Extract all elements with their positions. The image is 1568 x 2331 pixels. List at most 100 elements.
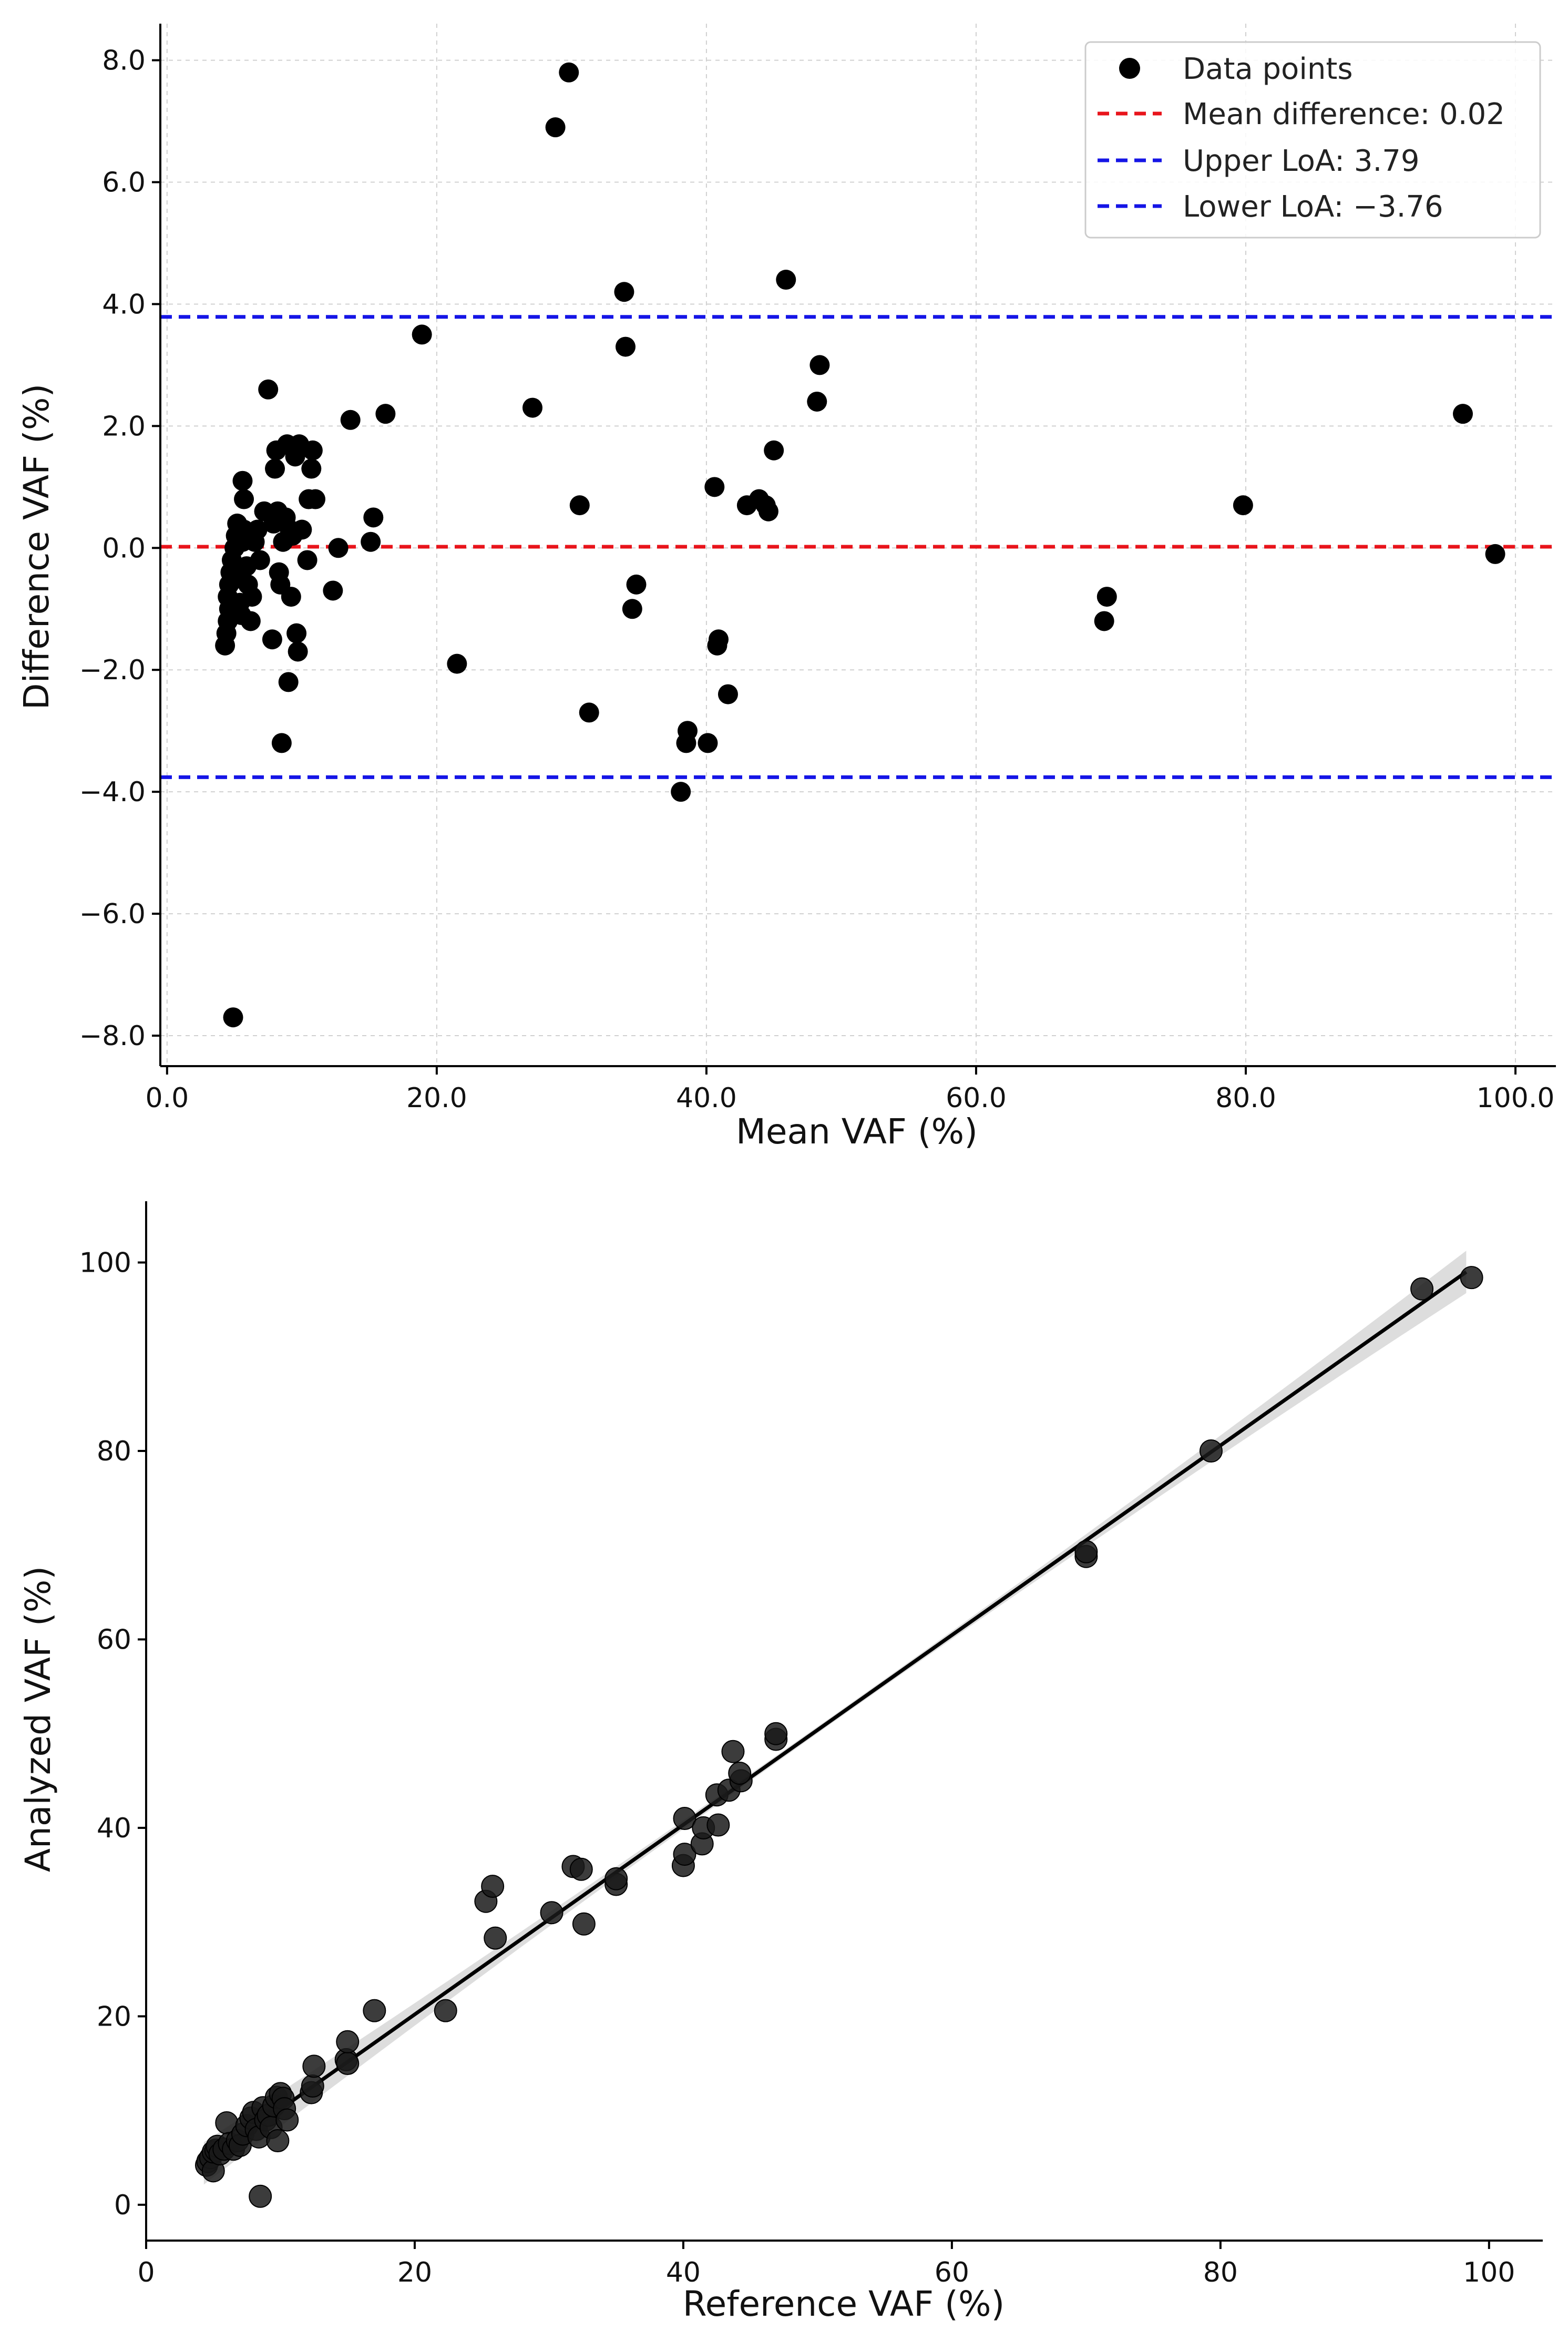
top-data-point (247, 519, 268, 540)
bottom-data-point (301, 2074, 324, 2098)
top-y-tick-label: 0.0 (102, 533, 146, 564)
top-data-point (559, 62, 579, 83)
bottom-data-point (363, 1999, 386, 2022)
top-data-point (579, 702, 599, 723)
top-data-point (1485, 544, 1505, 564)
legend-frame (1084, 41, 1541, 239)
bottom-y-tick-label: 0 (114, 2190, 131, 2221)
bottom-data-point (249, 2184, 272, 2208)
bottom-y-tick-label: 40 (97, 1813, 131, 1844)
top-data-point (1096, 587, 1117, 607)
top-y-ticks: −8.0 −6.0 −4.0 −2.0 0.0 2.0 4.0 6.0 8.0 (79, 45, 160, 1052)
top-data-point (323, 580, 343, 601)
top-data-point (375, 404, 396, 424)
top-data-point (522, 397, 542, 418)
bottom-y-tick-label: 20 (97, 2001, 131, 2032)
top-data-point (1233, 495, 1253, 516)
bottom-y-tick-label: 60 (97, 1624, 131, 1655)
top-data-point (698, 733, 718, 753)
bottom-data-point (1410, 1277, 1434, 1301)
top-data-point (616, 336, 636, 357)
top-data-point (447, 653, 467, 674)
correlation-plot: 0 20 40 60 80 100 0 20 40 60 80 100 Reference VAF … (18, 1201, 1543, 2324)
legend-label-mean-difference: Mean difference: 0.02 (1183, 97, 1505, 131)
top-y-tick-label: 2.0 (102, 411, 146, 442)
bottom-data-point (1460, 1266, 1483, 1290)
top-data-point (1094, 611, 1114, 631)
top-x-tick-label: 60.0 (946, 1082, 1007, 1114)
bottom-x-tick-label: 0 (137, 2257, 155, 2288)
top-data-point (223, 1007, 243, 1028)
bottom-x-ticks: 0 20 40 60 80 100 (137, 2241, 1515, 2288)
top-data-point (328, 538, 349, 558)
top-data-point (622, 599, 642, 619)
top-data-point (271, 733, 292, 753)
bottom-data-point (604, 1867, 628, 1890)
bottom-y-axis-title: Analyzed VAF (%) (18, 1566, 58, 1872)
top-x-tick-label: 0.0 (145, 1082, 189, 1114)
bottom-data-point (481, 1875, 505, 1898)
bottom-data-point (275, 2108, 299, 2132)
regression-line (202, 1270, 1468, 2165)
bottom-x-axis-title: Reference VAF (%) (683, 2284, 1005, 2324)
top-y-tick-label: 6.0 (102, 167, 146, 199)
top-data-point (363, 507, 384, 528)
bottom-data-point (434, 1999, 457, 2022)
top-data-point (758, 501, 778, 522)
top-y-tick-label: −2.0 (79, 655, 146, 686)
bottom-data-point (721, 1740, 745, 1763)
bottom-x-tick-label: 80 (1203, 2257, 1238, 2288)
top-y-tick-label: −6.0 (79, 898, 146, 930)
top-data-point (278, 672, 299, 692)
top-data-point (232, 471, 253, 491)
top-points (215, 62, 1505, 1028)
bottom-data-point (728, 1761, 752, 1785)
bottom-data-point (302, 2054, 326, 2078)
top-data-point (671, 782, 691, 802)
bottom-data-point (764, 1722, 788, 1745)
bottom-data-point (266, 2129, 290, 2153)
bottom-x-tick-label: 20 (397, 2257, 432, 2288)
top-data-point (265, 458, 285, 479)
top-data-point (569, 495, 590, 516)
top-data-point (262, 629, 282, 650)
top-data-point (807, 391, 827, 412)
top-y-tick-label: −4.0 (79, 776, 146, 808)
legend-label-upper-loa: Upper LoA: 3.79 (1183, 144, 1420, 178)
legend-marker-data-points (1119, 58, 1140, 79)
bottom-y-ticks: 0 20 40 60 80 100 (79, 1248, 146, 2221)
bottom-data-point (673, 1843, 696, 1866)
top-data-point (676, 733, 696, 753)
bottom-data-point (673, 1807, 696, 1831)
bland-altman-plot: 0.0 20.0 40.0 60.0 80.0 100.0 −8.0 −6.0 −4.0 −2.… (16, 24, 1556, 1152)
bottom-y-tick-label: 100 (79, 1248, 131, 1279)
top-x-tick-label: 20.0 (406, 1082, 467, 1114)
bottom-data-point (1199, 1439, 1223, 1463)
top-x-tick-label: 40.0 (676, 1082, 737, 1114)
top-data-point (242, 587, 262, 607)
legend: Data points Mean difference: 0.02 Upper … (1084, 41, 1541, 239)
top-data-point (704, 477, 725, 497)
top-y-tick-label: 8.0 (102, 45, 146, 77)
top-data-point (288, 641, 308, 662)
legend-label-lower-loa: Lower LoA: −3.76 (1183, 190, 1443, 224)
top-data-point (545, 117, 566, 138)
bottom-data-point (706, 1813, 730, 1837)
bottom-y-tick-label: 80 (97, 1436, 131, 1467)
top-data-point (301, 458, 322, 479)
bottom-data-point (572, 1912, 596, 1936)
bottom-x-tick-label: 60 (935, 2257, 969, 2288)
top-x-tick-label: 100.0 (1477, 1082, 1555, 1114)
top-data-point (614, 282, 634, 302)
top-data-point (302, 440, 323, 461)
top-x-axis-title: Mean VAF (%) (736, 1111, 978, 1152)
top-data-point (361, 531, 381, 552)
top-data-point (626, 574, 647, 595)
top-data-point (340, 410, 361, 430)
bottom-x-tick-label: 100 (1463, 2257, 1515, 2288)
bottom-data-point (540, 1901, 563, 1925)
top-data-point (297, 550, 317, 570)
top-data-point (776, 270, 796, 290)
bottom-points (194, 1266, 1483, 2208)
bottom-data-point (569, 1857, 593, 1881)
